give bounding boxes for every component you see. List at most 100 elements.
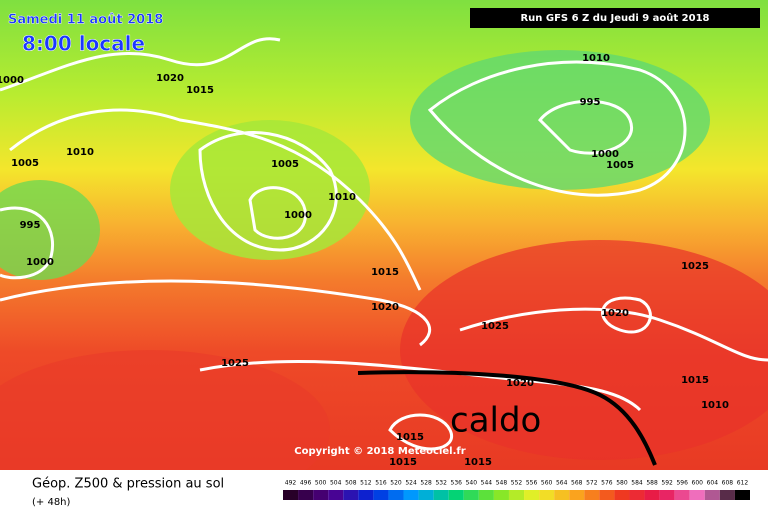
scale-label: 508	[345, 480, 357, 487]
scale-label: 556	[526, 480, 538, 487]
isobar-label: 1025	[221, 358, 249, 369]
scale-swatch	[418, 490, 434, 500]
low-area	[170, 120, 370, 260]
scale-swatch	[734, 490, 750, 500]
scale-label: 520	[390, 480, 402, 487]
scale-label: 572	[586, 480, 598, 487]
scale-swatch	[524, 490, 540, 500]
scale-swatch	[659, 490, 675, 500]
isobar-label: 1015	[186, 85, 214, 96]
scale-swatch	[704, 490, 720, 500]
scale-label: 496	[300, 480, 312, 487]
scale-swatch	[614, 490, 630, 500]
scale-swatch	[283, 490, 299, 500]
scale-label: 552	[511, 480, 523, 487]
run-label: Run GFS 6 Z du Jeudi 9 août 2018	[520, 12, 709, 24]
scale-label: 568	[571, 480, 583, 487]
scale-label: 532	[435, 480, 447, 487]
isobar-label: 1015	[396, 432, 424, 443]
warm-area	[0, 350, 330, 510]
scale-swatch	[403, 490, 419, 500]
scale-label: 504	[330, 480, 342, 487]
scale-swatch	[373, 490, 389, 500]
isobar-label: 1015	[371, 267, 399, 278]
isobar-label: 1010	[328, 192, 356, 203]
isobar-label: 1015	[464, 457, 492, 468]
scale-label: 536	[451, 480, 463, 487]
isobar-label: 1015	[681, 375, 709, 386]
date-label: Samedi 11 août 2018	[8, 13, 163, 28]
scale-swatch	[539, 490, 555, 500]
time-label: 8:00 locale	[22, 32, 145, 56]
scale-swatch	[599, 490, 615, 500]
isobar-label: 1010	[582, 53, 610, 64]
scale-label: 580	[616, 480, 628, 487]
footer-title: Géop. Z500 & pression au sol	[32, 477, 224, 492]
isobar-label: 1005	[11, 158, 39, 169]
isobar-label: 1000	[591, 149, 619, 160]
scale-swatch	[388, 490, 404, 500]
scale-label: 516	[375, 480, 387, 487]
scale-swatch	[508, 490, 525, 500]
isobar-label: 995	[20, 220, 41, 231]
isobar-label: 1000	[0, 75, 24, 86]
scale-label: 524	[405, 480, 417, 487]
scale-label: 600	[692, 480, 704, 487]
isobar-label: 1005	[606, 160, 634, 171]
scale-label: 548	[496, 480, 508, 487]
isobar-label: 1010	[701, 400, 729, 411]
isobar-label: 1025	[481, 321, 509, 332]
scale-swatch	[644, 490, 660, 500]
scale-label: 604	[707, 480, 719, 487]
scale-swatch	[478, 490, 494, 500]
scale-swatch	[448, 490, 464, 500]
scale-swatch	[569, 490, 585, 500]
scale-label: 588	[646, 480, 658, 487]
scale-label: 612	[737, 480, 749, 487]
isobar-label: 1015	[389, 457, 417, 468]
scale-swatch	[298, 490, 314, 500]
scale-swatch	[689, 490, 705, 500]
scale-label: 584	[631, 480, 643, 487]
scale-swatch	[719, 490, 735, 500]
scale-swatch	[433, 490, 449, 500]
scale-swatch	[328, 490, 344, 500]
scale-label: 592	[661, 480, 673, 487]
isobar-label: 995	[580, 97, 601, 108]
isobar-label: 1020	[601, 308, 629, 319]
isobar-label: 1000	[26, 257, 54, 268]
arrow	[357, 370, 657, 466]
low-area	[410, 50, 710, 190]
scale-label: 608	[722, 480, 734, 487]
scale-label: 576	[601, 480, 613, 487]
copyright: Copyright © 2018 Meteociel.fr	[294, 446, 465, 457]
scale-label: 528	[420, 480, 432, 487]
scale-label: 544	[481, 480, 493, 487]
scale-swatch	[584, 490, 600, 500]
scale-label: 512	[360, 480, 372, 487]
isobar-label: 1020	[371, 302, 399, 313]
scale-label: 560	[541, 480, 553, 487]
scale-swatch	[629, 490, 645, 500]
scale-swatch	[358, 490, 374, 500]
scale-label: 540	[466, 480, 478, 487]
isobar-label: 1025	[681, 261, 709, 272]
scale-label: 500	[315, 480, 327, 487]
scale-swatch	[674, 490, 690, 500]
annotation: caldo	[450, 401, 541, 441]
scale-swatch	[313, 490, 329, 500]
scale-label: 492	[285, 480, 297, 487]
scale-label: 564	[556, 480, 568, 487]
footer-lead: (+ 48h)	[32, 497, 71, 508]
scale-swatch	[554, 490, 570, 500]
scale-swatch	[463, 490, 479, 500]
scale-swatch	[343, 490, 359, 500]
run-box	[470, 8, 760, 28]
scale-swatch	[493, 490, 509, 500]
isobar-label: 1020	[506, 378, 534, 389]
isobar-label: 1020	[156, 73, 184, 84]
isobar-label: 1010	[66, 147, 94, 158]
isobar-label: 1005	[271, 159, 299, 170]
